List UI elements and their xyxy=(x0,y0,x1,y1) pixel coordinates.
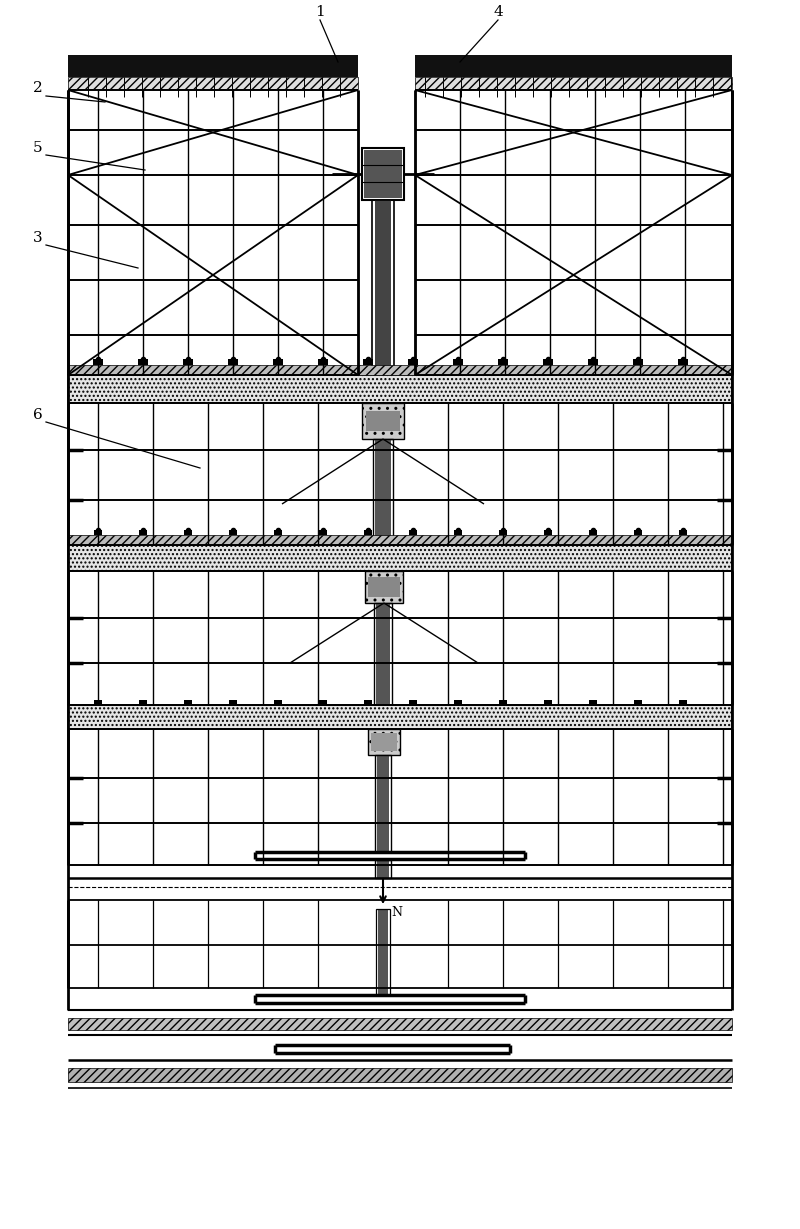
Bar xyxy=(415,77,732,88)
Bar xyxy=(68,365,732,375)
Bar xyxy=(229,701,237,705)
Bar xyxy=(375,200,391,375)
Bar xyxy=(377,860,389,878)
Text: 6: 6 xyxy=(33,408,43,422)
Bar xyxy=(454,530,462,535)
Bar xyxy=(138,359,148,365)
Bar xyxy=(368,729,400,755)
Bar xyxy=(68,544,732,571)
Bar xyxy=(93,359,103,365)
Bar xyxy=(362,403,404,439)
Bar xyxy=(372,200,394,375)
Bar xyxy=(499,530,507,535)
Bar xyxy=(634,530,642,535)
Bar xyxy=(365,571,403,603)
Bar xyxy=(228,359,238,365)
Bar xyxy=(273,359,283,365)
Bar xyxy=(375,860,391,878)
Bar xyxy=(543,359,553,365)
Bar xyxy=(94,530,102,535)
Bar xyxy=(589,701,597,705)
Bar xyxy=(362,147,404,200)
Bar xyxy=(363,359,373,365)
Bar xyxy=(375,755,391,852)
Bar xyxy=(364,150,402,198)
Bar xyxy=(376,603,390,705)
Bar xyxy=(68,705,732,729)
Bar xyxy=(229,530,237,535)
Bar xyxy=(544,701,552,705)
Bar xyxy=(368,576,400,597)
Bar xyxy=(453,359,463,365)
Bar xyxy=(679,530,687,535)
Bar xyxy=(544,530,552,535)
Bar xyxy=(366,410,400,431)
Bar xyxy=(375,439,391,544)
Bar xyxy=(409,530,417,535)
Text: 4: 4 xyxy=(493,5,503,18)
Bar xyxy=(274,701,282,705)
Bar xyxy=(377,755,389,852)
Text: 2: 2 xyxy=(33,81,43,95)
Bar xyxy=(634,701,642,705)
Bar xyxy=(633,359,643,365)
Bar xyxy=(94,701,102,705)
Bar xyxy=(371,732,397,751)
Bar xyxy=(376,909,390,995)
Bar xyxy=(408,359,418,365)
Bar xyxy=(184,701,192,705)
Bar xyxy=(68,1068,732,1082)
Bar xyxy=(679,701,687,705)
Bar xyxy=(319,530,327,535)
Bar xyxy=(378,909,388,995)
Text: N: N xyxy=(391,906,402,918)
Text: 3: 3 xyxy=(33,231,43,245)
Bar xyxy=(589,530,597,535)
Bar xyxy=(319,701,327,705)
Bar xyxy=(499,701,507,705)
Bar xyxy=(68,375,732,403)
Bar xyxy=(274,530,282,535)
Bar xyxy=(364,701,372,705)
Bar xyxy=(68,535,732,544)
Bar xyxy=(415,55,732,77)
Text: 1: 1 xyxy=(315,5,325,18)
Text: 5: 5 xyxy=(33,141,43,155)
Bar xyxy=(588,359,598,365)
Bar xyxy=(183,359,193,365)
Bar xyxy=(454,701,462,705)
Bar xyxy=(374,603,392,705)
Bar xyxy=(318,359,328,365)
Bar xyxy=(364,530,372,535)
Bar xyxy=(409,701,417,705)
Bar xyxy=(68,77,358,88)
Bar xyxy=(184,530,192,535)
Bar xyxy=(68,1018,732,1030)
Bar xyxy=(678,359,688,365)
Bar xyxy=(139,701,147,705)
Bar xyxy=(68,55,358,77)
Bar xyxy=(139,530,147,535)
Bar xyxy=(373,439,393,544)
Bar xyxy=(498,359,508,365)
